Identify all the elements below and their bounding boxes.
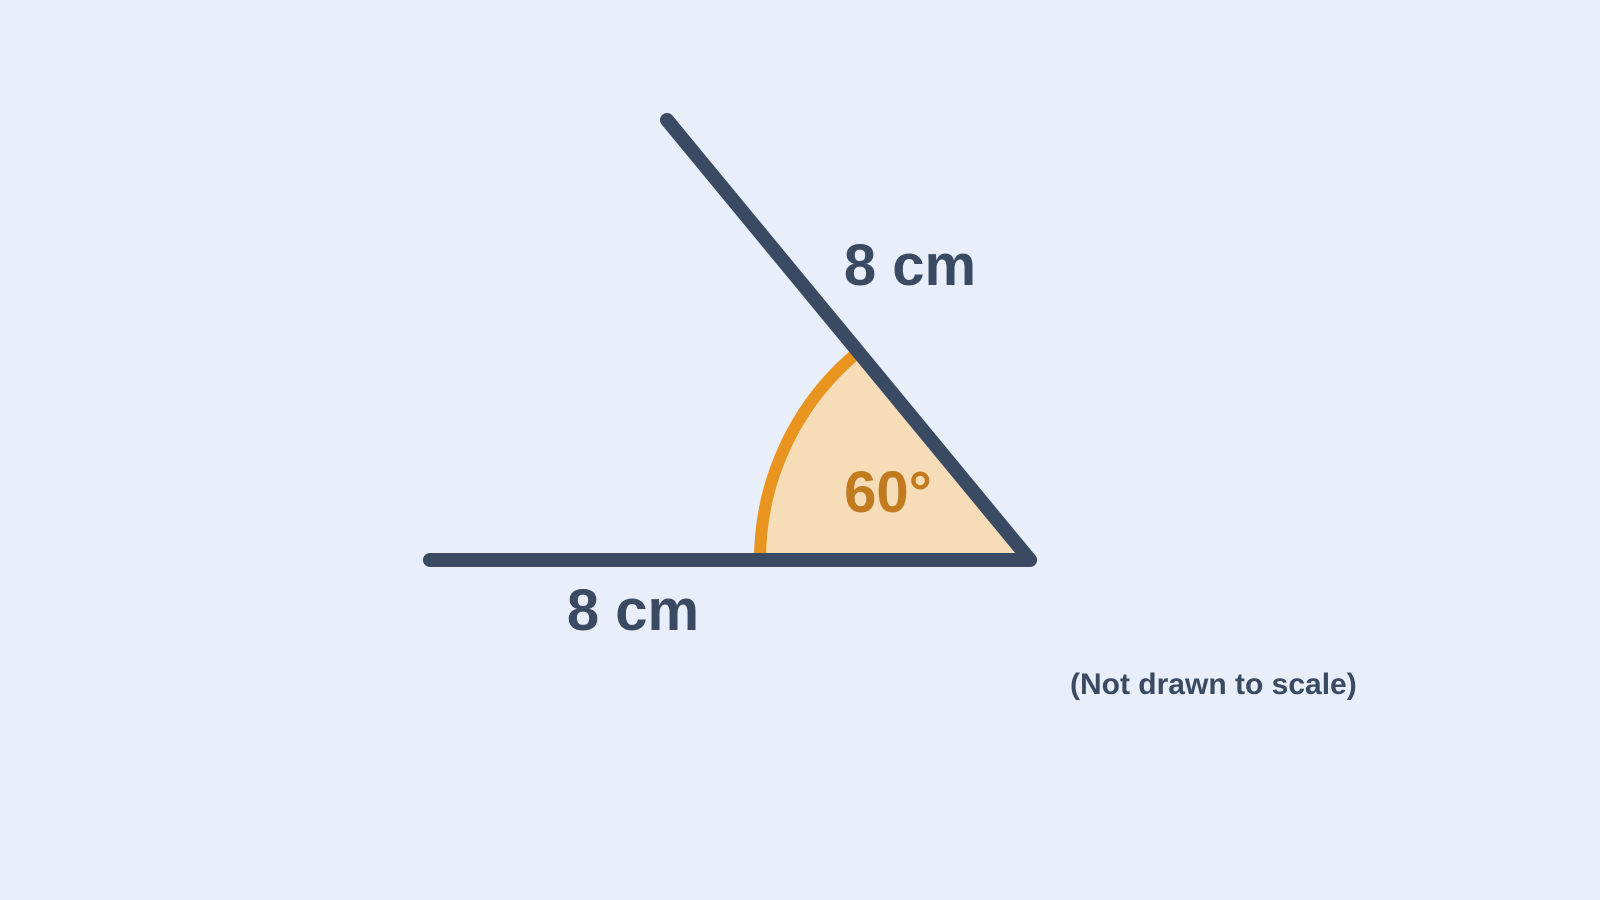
- label-side-diagonal: 8 cm: [844, 233, 976, 298]
- scale-note: (Not drawn to scale): [1070, 668, 1357, 702]
- label-angle: 60°: [844, 460, 932, 525]
- label-side-bottom: 8 cm: [567, 578, 699, 643]
- angle-fill: [760, 352, 1030, 560]
- angle-diagram: 8 cm 8 cm 60°: [0, 0, 1600, 900]
